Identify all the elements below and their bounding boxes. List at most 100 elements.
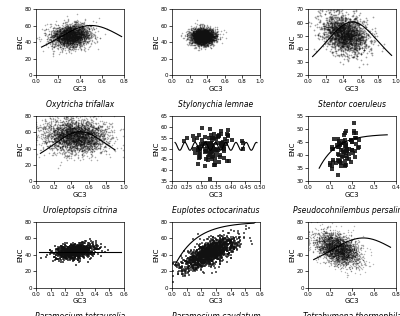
Point (334, 253, 341, 258)
Point (80, 137, 87, 142)
Point (198, 37, 204, 42)
Point (52, 33, 58, 38)
Point (64, 27, 70, 32)
Point (82, 141, 88, 146)
Point (335, 240, 342, 245)
Point (72, 248, 79, 253)
Point (206, 34, 212, 39)
Point (202, 150, 208, 155)
Point (200, 34, 207, 40)
Point (324, 248, 330, 253)
Point (78, 122, 85, 127)
Point (199, 36, 206, 41)
Point (330, 251, 337, 256)
Point (88, 121, 94, 126)
Point (41, 153, 48, 158)
Point (351, 252, 357, 258)
Point (82, 28, 89, 33)
Point (60, 128, 66, 133)
Point (92, 125, 98, 131)
Point (75, 255, 81, 260)
Point (343, 143, 350, 149)
Point (341, 251, 347, 256)
Point (332, 35, 339, 40)
Point (64, 27, 70, 32)
Point (337, 246, 344, 251)
Point (209, 35, 215, 40)
Point (88, 127, 95, 132)
Point (78, 27, 84, 32)
Point (328, 253, 334, 258)
Point (60, 133, 66, 138)
Point (322, 229, 328, 234)
Point (336, 153, 342, 158)
Point (207, 27, 214, 33)
Point (65, 28, 72, 33)
Point (337, 249, 343, 254)
Point (61, 17, 68, 22)
Point (198, 33, 205, 39)
Point (82, 137, 88, 142)
Point (51, 136, 57, 141)
Point (67, 33, 74, 39)
Point (70, 29, 76, 34)
Point (354, 255, 360, 260)
Point (326, 251, 333, 256)
Point (194, 33, 200, 38)
Point (68, 123, 74, 128)
Point (75, 129, 82, 134)
Point (340, 251, 346, 256)
Point (196, 36, 202, 41)
Point (195, 29, 201, 34)
Point (80, 122, 86, 127)
Point (328, 237, 335, 242)
Point (92, 121, 99, 126)
Point (186, 42, 192, 47)
Point (197, 33, 204, 39)
Point (328, 250, 335, 255)
Point (49, 40, 55, 45)
Point (337, 243, 344, 248)
Point (68, 34, 75, 39)
Point (192, 40, 198, 45)
Point (339, 249, 346, 254)
Point (214, 244, 220, 249)
Point (346, 35, 352, 40)
Point (78, 249, 85, 254)
Point (316, 231, 322, 236)
Point (202, 30, 209, 35)
Point (350, 244, 357, 249)
Point (214, 244, 220, 249)
Point (203, 32, 209, 37)
Point (103, 139, 110, 144)
Point (36, 135, 43, 140)
Point (332, 21, 339, 26)
Point (55, 137, 62, 142)
Point (322, 27, 328, 32)
Point (199, 36, 206, 41)
Point (63, 128, 69, 133)
Point (57, 40, 63, 46)
Point (206, 27, 213, 33)
Point (91, 149, 97, 154)
Point (44, 32, 51, 37)
Point (93, 140, 100, 145)
Point (58, 131, 64, 136)
Point (61, 32, 68, 37)
Point (54, 35, 61, 40)
Point (338, 28, 344, 33)
Point (339, 61, 346, 66)
Point (56, 28, 62, 33)
Point (341, 40, 347, 45)
Point (81, 27, 87, 32)
Point (72, 249, 78, 254)
Point (345, 259, 351, 264)
Point (211, 40, 217, 45)
Point (82, 249, 89, 254)
Point (79, 35, 85, 40)
Point (74, 250, 81, 255)
Point (350, 249, 356, 254)
Point (67, 31, 73, 36)
Point (206, 34, 213, 39)
Point (54, 256, 60, 261)
